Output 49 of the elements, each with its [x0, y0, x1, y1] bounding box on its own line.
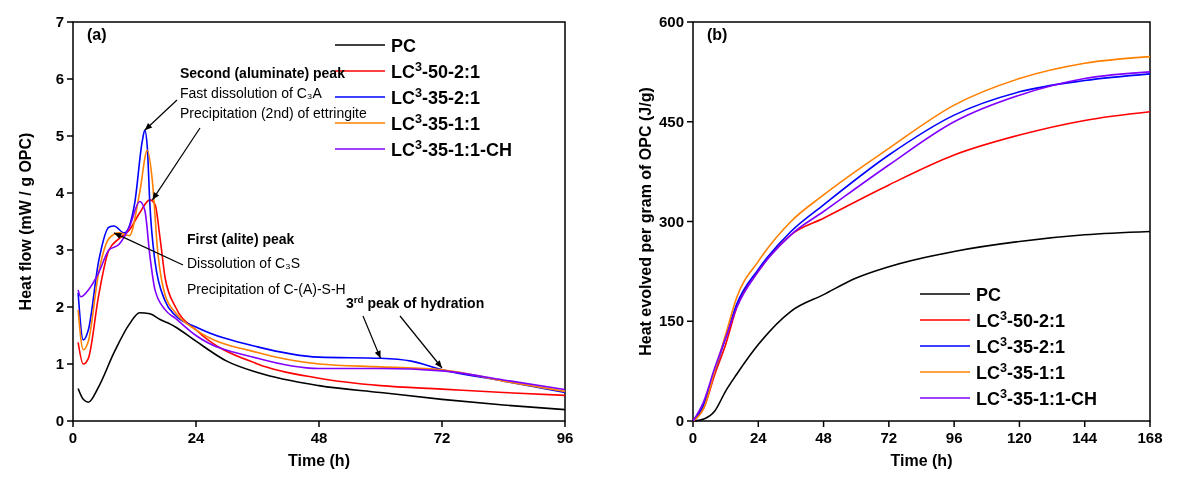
legend-label: LC$^{3}$-50-2:1: [391, 60, 481, 82]
y-tick-label: 150: [658, 312, 684, 330]
y-tick-label: 5: [55, 127, 64, 144]
x-tick-label: 24: [749, 429, 768, 446]
legend-label: LC$^{3}$-35-1:1-CH: [391, 138, 513, 160]
annotation: (a): [87, 26, 107, 43]
y-tick-label: 3: [55, 241, 64, 258]
legend-label: LC$^{3}$-35-1:1-CH: [976, 387, 1098, 409]
annotation: Fast dissolution of C₃A: [180, 85, 323, 101]
y-tick-label: 6: [55, 70, 64, 87]
y-tick-label: 300: [658, 212, 684, 230]
x-tick-label: 48: [815, 429, 832, 446]
x-tick-label: 144: [1072, 429, 1098, 446]
x-tick-label: 96: [945, 429, 963, 446]
annotation: Precipitation (2nd) of ettringite: [180, 105, 367, 121]
y-tick-label: 1: [55, 355, 64, 372]
y-axis-title: Heat flow (mW / g OPC): [17, 132, 34, 311]
annotation: Second (aluminate) peak: [180, 65, 346, 81]
x-tick-label: 120: [1006, 429, 1032, 446]
x-axis-title: Time (h): [890, 452, 953, 469]
y-tick-label: 450: [658, 112, 684, 130]
x-tick-label: 24: [187, 429, 205, 446]
y-tick-label: 2: [55, 298, 64, 315]
annotation: First (alite) peak: [187, 231, 295, 247]
legend-label: PC: [976, 285, 1002, 305]
legend-label: PC: [391, 36, 417, 56]
y-tick-label: 4: [55, 184, 65, 201]
y-tick-label: 0: [55, 412, 64, 429]
legend-label: LC$^{3}$-35-1:1: [976, 361, 1066, 383]
x-tick-label: 72: [880, 429, 898, 446]
x-tick-label: 48: [310, 429, 328, 446]
x-tick-label: 0: [688, 429, 698, 446]
y-tick-label: 7: [55, 13, 64, 30]
legend-label: LC$^{3}$-35-2:1: [976, 335, 1066, 357]
x-tick-label: 168: [1137, 429, 1163, 446]
y-axis-title: Heat evolved per gram of OPC (J/g): [637, 87, 654, 356]
x-axis-title: Time (h): [288, 452, 350, 469]
x-tick-label: 72: [433, 429, 451, 446]
x-tick-label: 0: [68, 429, 78, 446]
legend-label: LC$^{3}$-35-1:1: [391, 112, 481, 134]
annotation: 3$^{rd}$ peak of hydration: [346, 293, 485, 311]
legend-label: LC$^{3}$-35-2:1: [391, 86, 481, 108]
annotation: Precipitation of C-(A)-S-H: [187, 281, 346, 297]
y-tick-label: 0: [675, 412, 684, 429]
annotation: (b): [707, 26, 728, 43]
x-tick-label: 96: [556, 429, 574, 446]
y-tick-label: 600: [658, 13, 684, 30]
legend-label: LC$^{3}$-50-2:1: [976, 309, 1066, 331]
annotation: Dissolution of C₃S: [187, 255, 301, 271]
